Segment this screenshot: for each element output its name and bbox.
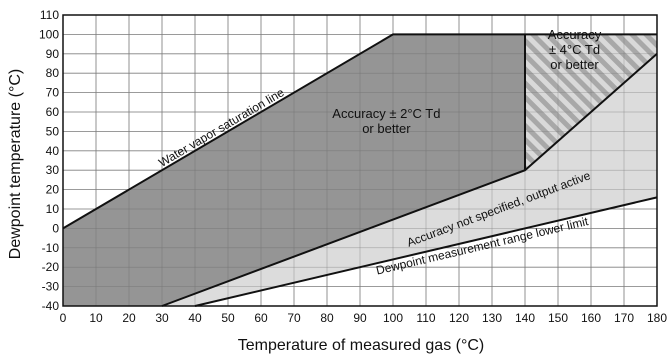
y-tick-label: -10 xyxy=(42,241,60,255)
x-tick-label: 90 xyxy=(353,311,367,325)
annotation-line: Accuracy ± 2°C Td xyxy=(332,106,440,121)
y-tick-label: 70 xyxy=(46,86,60,100)
x-tick-label: 120 xyxy=(449,311,469,325)
x-tick-label: 0 xyxy=(60,311,67,325)
accuracy-4c-label: Accuracy ± 4°C Td or better xyxy=(548,27,602,72)
x-tick-label: 60 xyxy=(254,311,268,325)
accuracy-boundary-lower-line xyxy=(161,53,658,307)
y-tick-label: 40 xyxy=(46,144,60,158)
tick-labels: 0 10 20 30 40 50 60 70 80 90 100 110 120 130 140 150 160… xyxy=(39,8,667,325)
boundary-lines xyxy=(62,14,658,307)
x-tick-label: 100 xyxy=(383,311,403,325)
annotation-line: or better xyxy=(362,121,411,136)
annotation-line: ± 4°C Td xyxy=(549,42,600,57)
x-tick-label: 160 xyxy=(581,311,601,325)
x-tick-label: 180 xyxy=(647,311,667,325)
x-tick-label: 170 xyxy=(614,311,634,325)
x-tick-label: 10 xyxy=(89,311,103,325)
y-tick-label: 20 xyxy=(46,183,60,197)
plot-frame xyxy=(62,14,658,307)
lower-limit-line xyxy=(194,196,658,307)
x-tick-label: 70 xyxy=(287,311,301,325)
y-tick-label: -20 xyxy=(42,260,60,274)
y-tick-label: 110 xyxy=(40,8,59,22)
x-tick-label: 110 xyxy=(416,311,435,325)
x-tick-label: 50 xyxy=(221,311,235,325)
annotation-line: or better xyxy=(550,57,599,72)
x-axis-label: Temperature of measured gas (°C) xyxy=(238,337,485,354)
accuracy-2c-label: Accuracy ± 2°C Td or better xyxy=(332,106,440,136)
y-tick-label: 30 xyxy=(46,163,60,177)
y-tick-label: 10 xyxy=(46,202,60,216)
x-tick-label: 30 xyxy=(155,311,169,325)
y-tick-label: 90 xyxy=(46,47,60,61)
y-tick-label: 80 xyxy=(46,66,60,80)
y-tick-label: 100 xyxy=(39,27,59,41)
saturation-line xyxy=(62,33,657,230)
y-tick-label: 0 xyxy=(52,221,59,235)
x-tick-label: 140 xyxy=(515,311,535,325)
x-tick-label: 130 xyxy=(482,311,502,325)
x-tick-label: 80 xyxy=(320,311,334,325)
y-tick-label: -40 xyxy=(42,299,60,313)
x-tick-label: 40 xyxy=(188,311,202,325)
annotation-line: Accuracy xyxy=(548,27,602,42)
y-axis-label: Dewpoint temperature (°C) xyxy=(7,69,24,259)
y-tick-label: -30 xyxy=(42,280,60,294)
y-tick-label: 50 xyxy=(46,124,60,138)
x-tick-label: 20 xyxy=(122,311,136,325)
y-tick-label: 60 xyxy=(46,105,60,119)
x-tick-label: 150 xyxy=(548,311,568,325)
